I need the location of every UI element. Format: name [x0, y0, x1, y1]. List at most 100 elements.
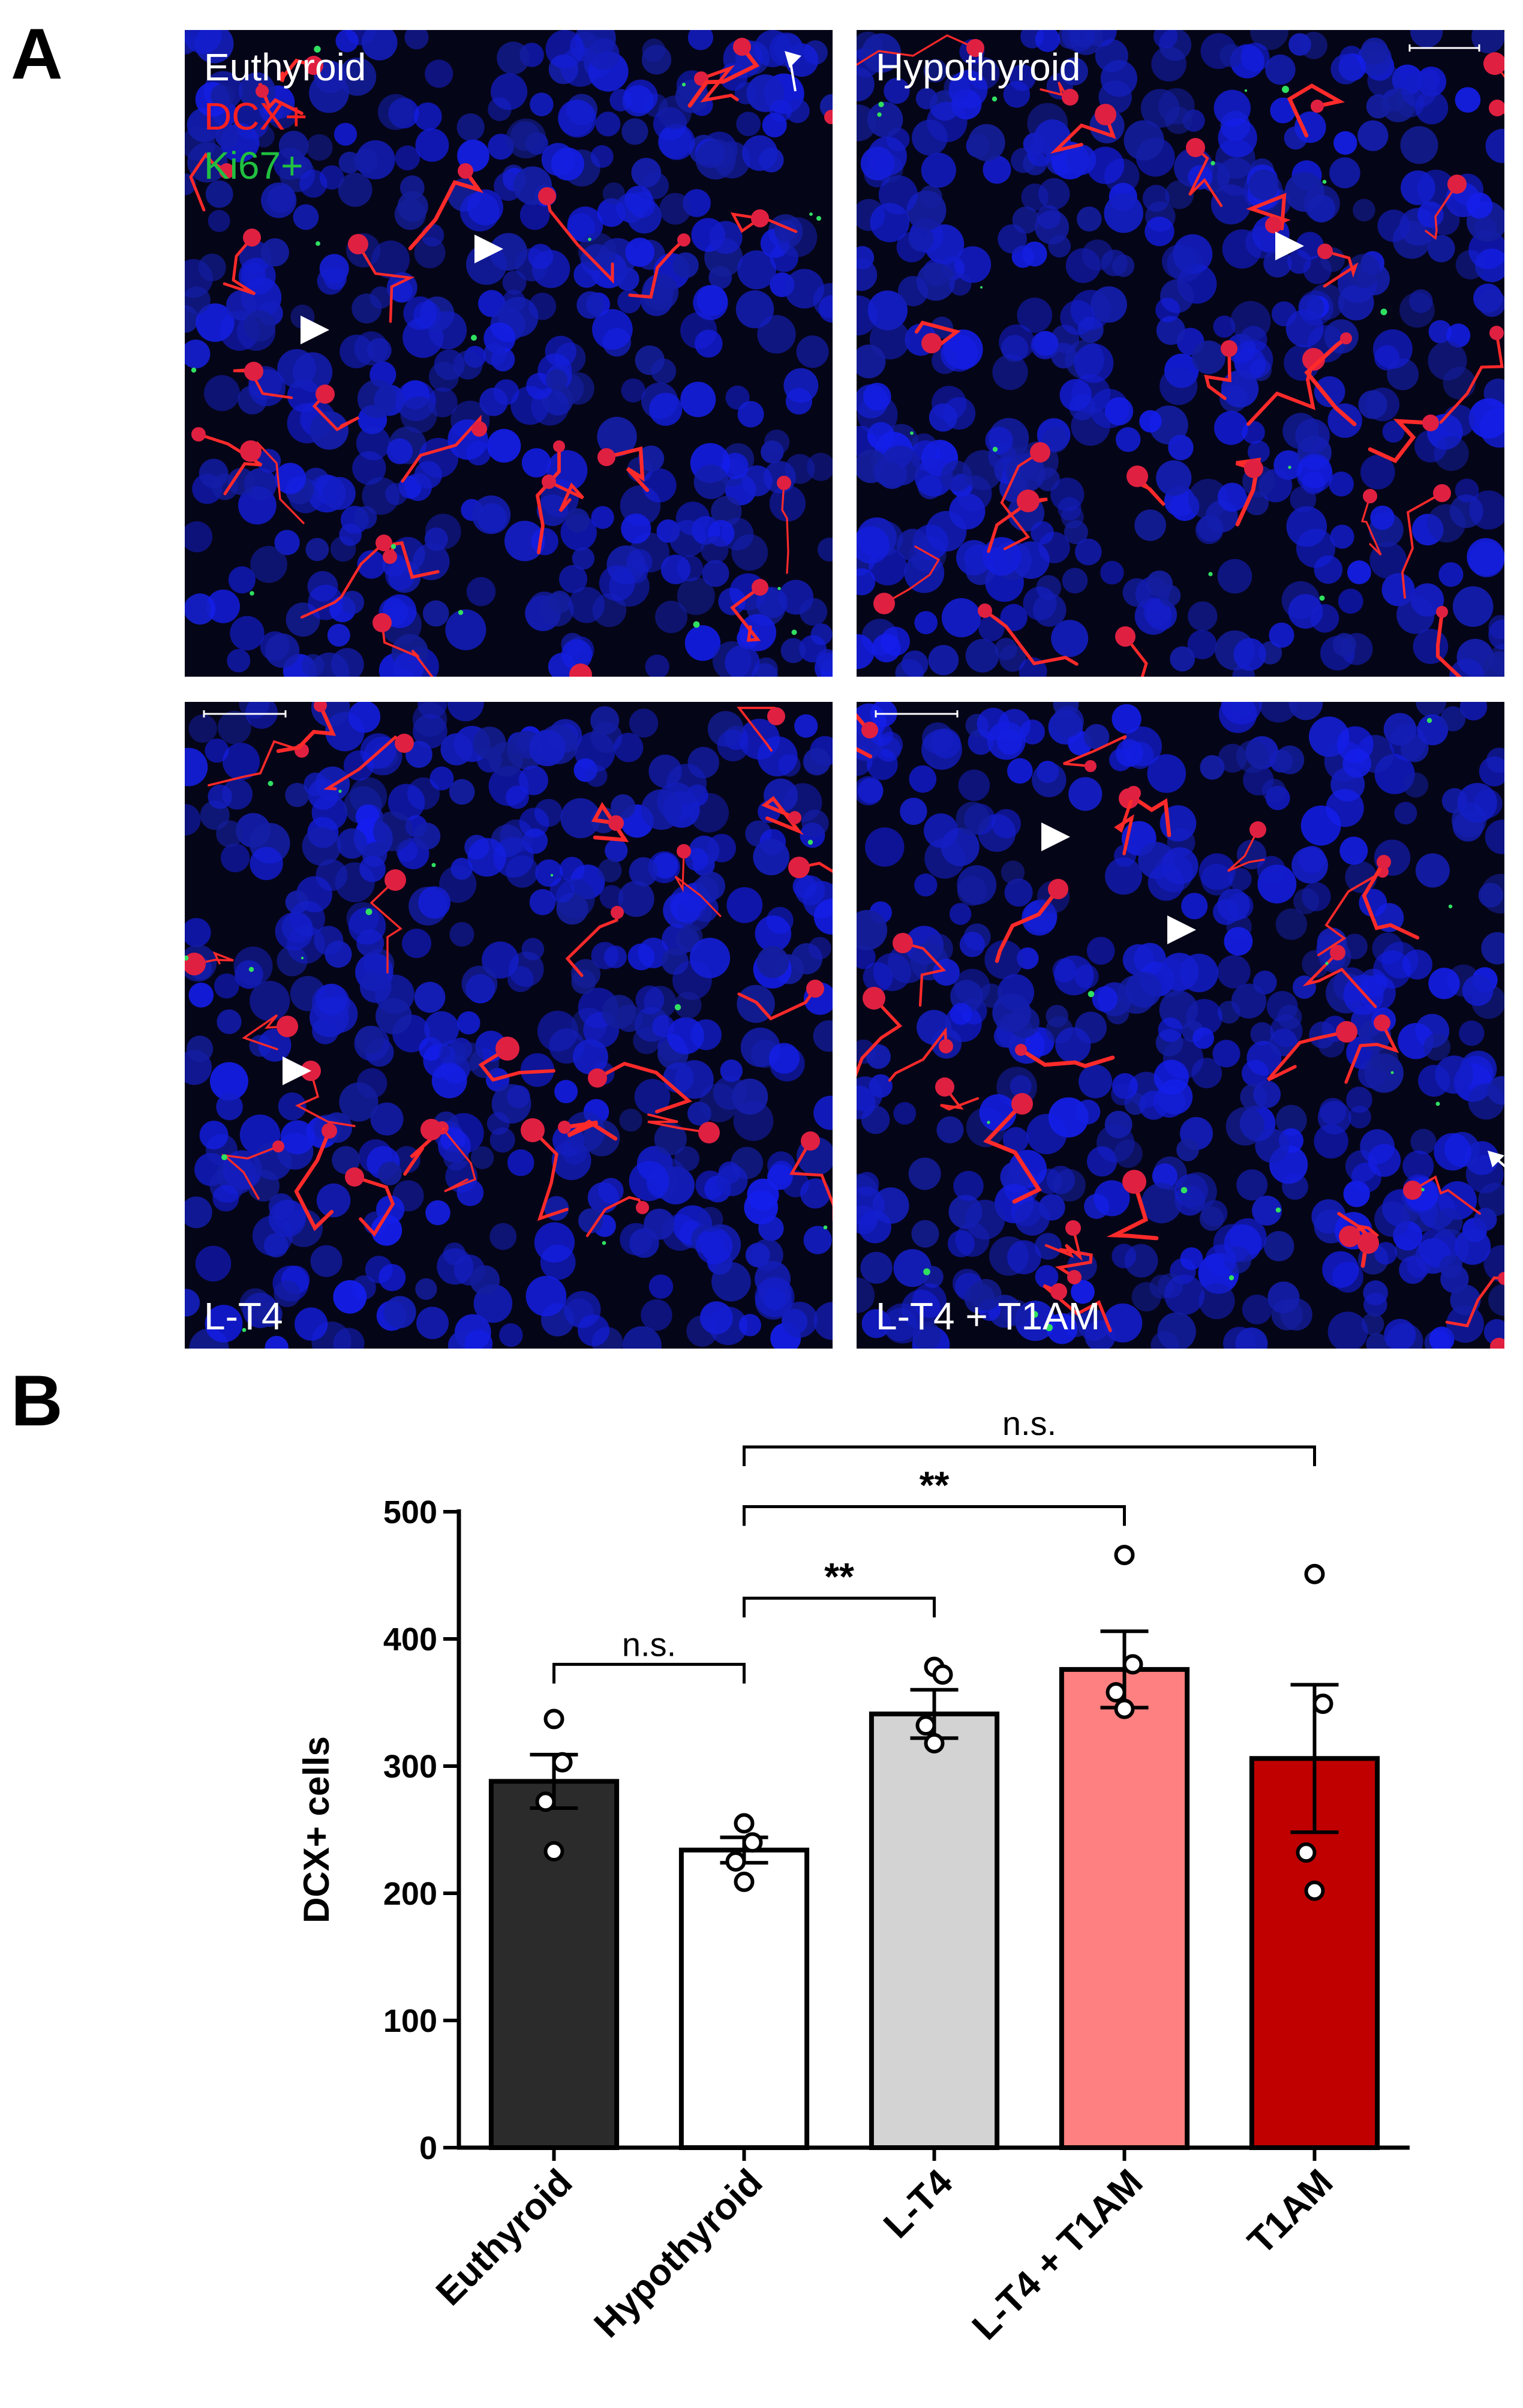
nucleus [1092, 986, 1118, 1012]
nucleus [1383, 713, 1417, 746]
nucleus [865, 827, 905, 867]
data-point [742, 1832, 763, 1853]
nucleus [1401, 71, 1437, 108]
nucleus [655, 601, 688, 633]
nucleus [507, 1149, 534, 1176]
nucleus [1450, 1284, 1481, 1316]
nucleus [605, 839, 628, 863]
ki67-dot [250, 591, 254, 596]
nucleus [393, 651, 424, 677]
micrograph-hypothyroid-image [857, 30, 1504, 677]
nucleus [808, 936, 831, 960]
nucleus [301, 654, 325, 677]
ki67-dot [191, 367, 197, 373]
ki67-dot [248, 966, 254, 972]
nucleus [578, 1314, 609, 1347]
nucleus [1060, 57, 1088, 86]
nucleus [1032, 762, 1067, 797]
nucleus [1370, 1045, 1398, 1073]
nucleus [274, 463, 306, 494]
nucleus [1100, 60, 1137, 97]
nucleus [1265, 54, 1296, 85]
nucleus [308, 584, 344, 620]
nucleus [992, 809, 1021, 839]
nucleus [1055, 1027, 1091, 1063]
nucleus [1459, 1020, 1485, 1046]
nucleus [685, 848, 708, 871]
nucleus [857, 295, 878, 336]
nucleus [818, 295, 833, 323]
bar [869, 1712, 1000, 2150]
nucleus [1457, 783, 1497, 823]
nucleus [1359, 888, 1387, 917]
nucleus [998, 224, 1027, 254]
nucleus [250, 546, 287, 583]
nucleus [1240, 43, 1270, 72]
nucleus [559, 565, 587, 593]
significance-bracket [552, 1662, 746, 1684]
nucleus [1105, 857, 1143, 895]
nucleus [799, 598, 828, 626]
ki67-dot [1088, 990, 1095, 998]
nucleus [244, 310, 276, 342]
nucleus [1167, 245, 1204, 283]
nucleus [630, 1231, 653, 1253]
nucleus [1007, 1240, 1041, 1275]
nucleus [900, 797, 927, 825]
nucleus [909, 765, 937, 793]
dcx-process [242, 1014, 289, 1050]
dcx-cell [256, 85, 269, 98]
nucleus [867, 101, 903, 138]
nucleus [1003, 1127, 1029, 1153]
nucleus [738, 1314, 761, 1337]
nucleus [387, 783, 425, 821]
nucleus [322, 477, 356, 510]
nucleus [525, 1275, 567, 1317]
nucleus [1282, 413, 1319, 449]
nucleus [1213, 89, 1251, 127]
nucleus [860, 146, 895, 181]
nucleus [1212, 1040, 1240, 1068]
nucleus [185, 1289, 200, 1317]
nucleus [1091, 286, 1127, 323]
nucleus [893, 1102, 917, 1125]
nucleus [1228, 867, 1252, 891]
dcx-cell [863, 987, 885, 1010]
nucleus [711, 1262, 751, 1302]
ki67-dot [431, 863, 436, 867]
nucleus [948, 273, 972, 296]
nucleus [250, 981, 290, 1022]
nucleus [571, 969, 596, 995]
ki67-dot [992, 446, 998, 452]
nucleus [205, 738, 229, 763]
nucleus [1112, 704, 1142, 734]
nucleus [1446, 323, 1471, 348]
dcx-process [983, 1101, 1043, 1204]
nucleus [1367, 64, 1402, 98]
nucleus [1474, 217, 1497, 239]
dcx-layer [189, 38, 833, 677]
nucleus [185, 286, 211, 314]
nucleus [1100, 560, 1124, 585]
nucleus [280, 1120, 315, 1155]
nucleus [1147, 754, 1186, 793]
nucleus [1141, 1182, 1182, 1224]
micrograph-euthyroid-image [185, 30, 833, 677]
nucleus [425, 59, 453, 88]
ki67-dot [338, 789, 342, 793]
dcx-process [1063, 735, 1127, 768]
nucleus [1109, 748, 1132, 771]
nucleus [1082, 239, 1113, 271]
dcx-process [353, 1175, 395, 1237]
nucleus [578, 232, 617, 271]
nucleus [1366, 1333, 1388, 1349]
dcx-cell [1498, 1272, 1504, 1285]
nucleus [1236, 839, 1267, 870]
dcx-layer [857, 34, 1504, 677]
nucleus [1140, 89, 1180, 128]
nucleus [1423, 1034, 1451, 1061]
nucleus [680, 312, 717, 349]
dcx-cell [1311, 100, 1324, 113]
dcx-cell [788, 811, 801, 824]
nucleus [1480, 873, 1504, 914]
